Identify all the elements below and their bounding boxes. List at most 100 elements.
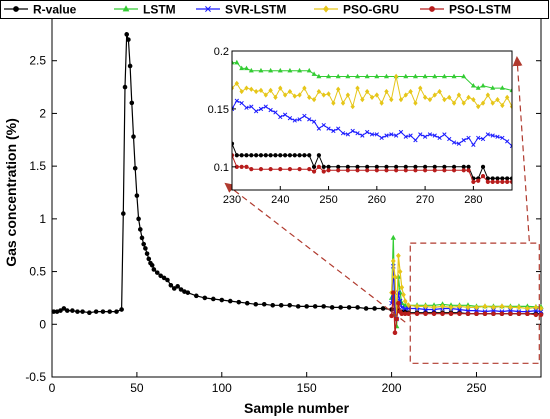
data-point-r-value (194, 293, 199, 299)
inset-point-pso-gru (340, 100, 346, 106)
legend-box (0, 0, 549, 19)
data-point-pso-gru (499, 303, 505, 310)
inset-point-r-value (258, 153, 264, 158)
inset-point-svr-lstm (302, 113, 307, 119)
inset-point-lstm (326, 73, 332, 79)
inset-point-pso-lstm (480, 174, 486, 179)
inset-point-pso-gru (268, 87, 273, 94)
inset-point-svr-lstm (447, 136, 452, 142)
inset-point-r-value (423, 164, 428, 169)
inset-point-pso-gru (495, 97, 500, 103)
inset-point-r-value (480, 164, 486, 169)
data-point-r-value (161, 275, 167, 281)
inset-point-r-value (355, 164, 360, 169)
inset-point-pso-gru (273, 94, 278, 100)
legend-item-svr-lstm: SVR-LSTM (196, 3, 286, 17)
data-point-pso-lstm (533, 312, 539, 318)
inset-point-lstm (403, 73, 409, 79)
inset-point-lstm (335, 73, 341, 79)
inset-point-pso-lstm (307, 167, 312, 172)
inset-point-svr-lstm (413, 138, 418, 143)
inset-point-r-value (263, 153, 268, 158)
inset-point-svr-lstm (427, 132, 433, 137)
inset-point-lstm (311, 71, 317, 76)
data-point-pso-gru (395, 252, 401, 259)
inset-point-pso-lstm (432, 168, 437, 173)
inset-point-pso-lstm (485, 179, 490, 184)
data-point-r-value (178, 287, 184, 292)
inset-point-lstm (248, 67, 254, 73)
inset-point-svr-lstm (505, 139, 510, 144)
inset-point-svr-lstm (268, 107, 273, 113)
inset-point-pso-lstm (239, 164, 244, 169)
data-point-r-value (122, 84, 128, 90)
data-point-pso-lstm (414, 311, 420, 317)
y-tick-label: -0.5 (25, 370, 46, 384)
inset-series-pso-gru (232, 73, 512, 110)
inset-point-pso-gru (379, 100, 384, 106)
inset-point-svr-lstm (249, 104, 254, 109)
data-point-r-value (61, 306, 67, 311)
inset-point-lstm (316, 73, 322, 79)
inset-point-pso-gru (287, 88, 293, 95)
y-axis-label: Gas concentration (%) (3, 118, 19, 267)
data-point-r-value (58, 308, 63, 313)
inset-point-svr-lstm (292, 118, 297, 123)
inset-point-pso-lstm (278, 167, 283, 172)
inset-point-r-value (374, 164, 379, 169)
data-point-pso-lstm (457, 311, 462, 317)
inset-point-pso-lstm (384, 168, 389, 173)
series-line-r-value (53, 34, 541, 315)
data-point-r-value (287, 303, 293, 308)
inset-point-r-value (394, 164, 399, 169)
inset-point-svr-lstm (408, 133, 413, 138)
inset-point-lstm (277, 67, 283, 73)
inset-point-pso-lstm (471, 179, 476, 184)
inset-point-pso-gru (364, 88, 370, 95)
data-point-r-value (107, 309, 113, 314)
inset-point-pso-lstm (345, 168, 350, 173)
legend-marker-lstm (122, 5, 130, 12)
inset-point-svr-lstm (263, 104, 268, 109)
inset-point-lstm (499, 85, 505, 90)
data-point-r-value (93, 309, 99, 314)
inset-point-svr-lstm (393, 133, 399, 138)
data-point-r-value (185, 290, 191, 295)
inset-point-pso-gru (311, 97, 317, 103)
data-point-pso-gru (431, 304, 437, 311)
data-point-r-value (100, 309, 106, 314)
inset-y-tick-label: 0.15 (208, 104, 229, 116)
inset-point-svr-lstm (384, 133, 389, 138)
inset-point-svr-lstm (253, 109, 259, 114)
inset-y-tick-label: 0.1 (214, 162, 229, 174)
inset-point-pso-gru (480, 100, 486, 106)
inset-point-svr-lstm (403, 134, 408, 139)
inset-point-pso-gru (336, 86, 341, 92)
inset-point-lstm (422, 73, 428, 79)
data-point-pso-gru (423, 303, 428, 310)
data-point-svr-lstm (402, 306, 408, 311)
inset-point-r-value (302, 153, 307, 158)
inset-point-r-value (273, 153, 278, 158)
inset-point-pso-gru (253, 88, 259, 95)
inset-point-pso-lstm (490, 179, 495, 184)
inset-point-pso-lstm (249, 167, 254, 172)
legend-label-r-value: R-value (33, 3, 77, 17)
inset-point-pso-gru (408, 88, 413, 95)
inset-point-pso-gru (331, 100, 336, 106)
inset-point-lstm (364, 73, 370, 79)
legend-marker-pso-gru (323, 5, 329, 13)
data-point-r-value (146, 256, 152, 262)
inset-point-svr-lstm (345, 132, 351, 137)
inset-point-svr-lstm (239, 100, 244, 106)
legend: R-value LSTM SVR-LSTM PSO-GRU PSO-LSTM (0, 0, 549, 19)
inset-point-pso-lstm (413, 168, 418, 173)
legend-item-r-value: R-value (4, 3, 77, 17)
inset-point-pso-lstm (374, 168, 379, 173)
data-point-pso-lstm (508, 311, 513, 317)
inset-point-pso-gru (249, 86, 254, 92)
legend-label-pso-lstm: PSO-LSTM (449, 3, 511, 17)
